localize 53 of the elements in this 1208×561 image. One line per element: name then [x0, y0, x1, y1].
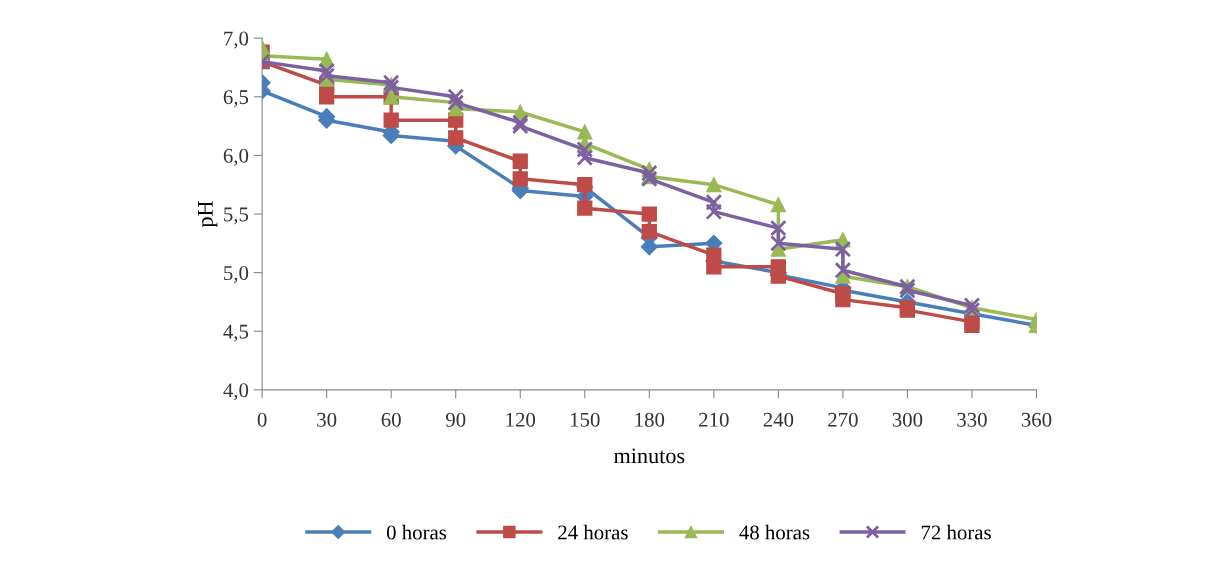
y-tick-label: 4,5: [223, 324, 249, 342]
y-tick-label: 6,0: [223, 148, 249, 166]
x-tick-label: 270: [828, 412, 858, 427]
point: [706, 259, 722, 275]
point: [899, 281, 916, 299]
y-tick-label: 4,0: [223, 383, 249, 401]
point: [577, 200, 593, 216]
x-tick-label: 150: [570, 412, 600, 427]
legend-label: 72 horas: [921, 524, 991, 540]
x-tick-label: 60: [381, 412, 401, 427]
point: [705, 203, 723, 221]
point: [448, 130, 464, 146]
x-tick-label: 300: [892, 412, 923, 427]
point: [641, 206, 657, 222]
x-tick-label: 240: [763, 412, 794, 427]
point: [577, 124, 593, 140]
point: [834, 240, 852, 258]
x-tick-label: 30: [317, 412, 337, 427]
x-tick-label: 360: [1021, 412, 1052, 427]
point: [770, 197, 786, 213]
legend-label: 24 horas: [558, 524, 628, 540]
x-tick-label: 180: [635, 412, 665, 427]
y-tick-label: 5,5: [224, 207, 249, 225]
point: [512, 171, 528, 187]
y-tick-label: 7,0: [224, 31, 249, 49]
point: [576, 149, 594, 167]
point: [770, 219, 787, 237]
x-tick-label: 90: [445, 412, 466, 427]
y-axis-title: pH: [198, 201, 218, 228]
x-tick-label: 120: [506, 412, 536, 427]
point: [512, 153, 528, 169]
point: [319, 89, 335, 105]
x-tick-label: 330: [957, 412, 987, 427]
point: [964, 317, 980, 334]
point: [576, 141, 594, 158]
x-tick-label: 210: [699, 412, 729, 427]
point: [318, 62, 335, 80]
point: [640, 164, 658, 182]
point: [705, 193, 723, 211]
point: [834, 261, 852, 279]
legend-label: 0 horas: [386, 524, 447, 540]
point: [511, 114, 529, 131]
point: [641, 223, 657, 240]
point: [383, 112, 399, 128]
x-axis-title: minutos: [613, 448, 685, 464]
point: [447, 88, 465, 106]
x-tick-label: 0: [257, 412, 267, 427]
point: [511, 117, 529, 135]
y-tick-label: 5,0: [224, 266, 249, 284]
legend-label: 48 horas: [739, 524, 810, 540]
point: [770, 235, 787, 252]
y-tick-label: 6,5: [223, 90, 249, 108]
point: [706, 177, 722, 193]
